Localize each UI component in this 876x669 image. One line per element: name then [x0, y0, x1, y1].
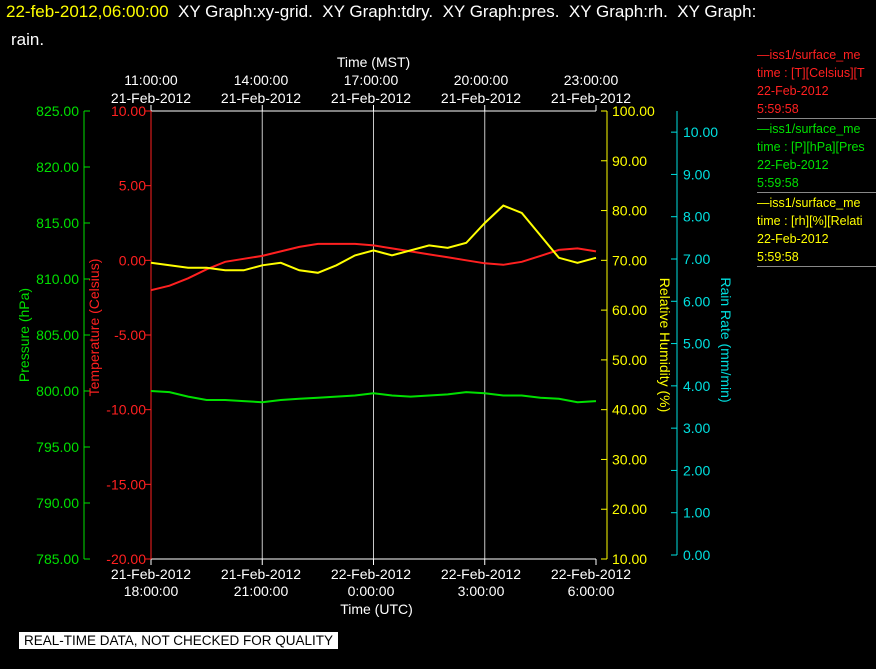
rain-tick-label: 3.00: [683, 420, 710, 436]
rh-series-line: [150, 204, 597, 274]
legend-text: —iss1/surface_me: [757, 196, 861, 210]
legend-text: time : [T][Celsius][T: [757, 66, 865, 80]
bottom-tick-time: 0:00:00: [348, 583, 395, 599]
bottom-tick-time: 3:00:00: [458, 583, 505, 599]
title-graph-list: XY Graph:xy-grid. XY Graph:tdry. XY Grap…: [168, 2, 757, 21]
rh-tick-label: 90.00: [612, 153, 647, 169]
pressure-tick-label: 790.00: [36, 495, 79, 511]
bottom-axis-label: Time (UTC): [340, 601, 413, 617]
bottom-tick-date: 21-Feb-2012: [221, 566, 301, 582]
pressure-tick-label: 805.00: [36, 327, 79, 343]
legend-panel: —iss1/surface_me time : [T][Celsius][T 22-…: [757, 46, 876, 268]
top-tick-time: 11:00:00: [124, 72, 178, 88]
pressure-tick-label: 800.00: [36, 383, 79, 399]
top-tick-date: 21-Feb-2012: [111, 90, 191, 106]
title-timestamp: 22-feb-2012,06:00:00: [6, 2, 169, 21]
top-tick-time: 20:00:00: [454, 72, 509, 88]
rain-tick-label: 2.00: [683, 462, 710, 478]
temperature-tick-label: 5.00: [119, 178, 146, 194]
rain-tick-label: 8.00: [683, 209, 710, 225]
pressure-series-line: [150, 390, 597, 404]
legend-text: 5:59:58: [757, 102, 799, 116]
top-tick-date: 21-Feb-2012: [221, 90, 301, 106]
bottom-tick-time: 6:00:00: [568, 583, 615, 599]
rh-tick-label: 80.00: [612, 203, 647, 219]
bottom-tick-date: 22-Feb-2012: [551, 566, 631, 582]
legend-text: —iss1/surface_me: [757, 122, 861, 136]
top-tick-time: 14:00:00: [234, 72, 289, 88]
rain-tick-label: 6.00: [683, 293, 710, 309]
temperature-tick-label: 0.00: [119, 252, 146, 268]
rain-tick-label: 1.00: [683, 505, 710, 521]
rain-tick-label: 10.00: [683, 124, 718, 140]
window-title-continued: rain.: [11, 30, 45, 49]
bottom-tick-date: 22-Feb-2012: [441, 566, 521, 582]
rh-tick-label: 20.00: [612, 501, 647, 517]
temperature-tick-label: -20.00: [106, 551, 146, 567]
top-tick-time: 23:00:00: [564, 72, 619, 88]
rain-tick-label: 5.00: [683, 336, 710, 352]
top-axis-label: Time (MST): [337, 54, 410, 70]
legend-text: 22-Feb-2012: [757, 158, 829, 172]
temperature-series-line: [150, 242, 597, 292]
temperature-axis-title: Temperature (Celsius): [86, 259, 102, 397]
top-tick-date: 21-Feb-2012: [441, 90, 521, 106]
rh-tick-label: 70.00: [612, 252, 647, 268]
rh-tick-label: 50.00: [612, 352, 647, 368]
pressure-tick-label: 795.00: [36, 439, 79, 455]
pressure-tick-label: 785.00: [36, 551, 79, 567]
bottom-tick-time: 21:00:00: [234, 583, 289, 599]
rain-tick-label: 7.00: [683, 251, 710, 267]
window-title: 22-feb-2012,06:00:00 XY Graph:xy-grid. X…: [6, 2, 756, 22]
temperature-tick-label: -15.00: [106, 476, 146, 492]
temperature-tick-label: -10.00: [106, 402, 146, 418]
rain-tick-label: 4.00: [683, 378, 710, 394]
pressure-tick-label: 820.00: [36, 159, 79, 175]
bottom-tick-time: 18:00:00: [124, 583, 179, 599]
rh-tick-label: 100.00: [612, 103, 655, 119]
pressure-axis-title: Pressure (hPa): [16, 288, 32, 382]
rain-axis-title: Rain Rate (mm/min): [718, 277, 734, 402]
rain-tick-label: 0.00: [683, 547, 710, 563]
rh-tick-label: 60.00: [612, 302, 647, 318]
temperature-tick-label: -5.00: [114, 327, 146, 343]
rh-axis-title: Relative Humidity (%): [657, 278, 673, 413]
rain-tick-label: 9.00: [683, 166, 710, 182]
rh-tick-label: 40.00: [612, 402, 647, 418]
legend-text: time : [P][hPa][Pres: [757, 140, 865, 154]
legend-text: 22-Feb-2012: [757, 232, 829, 246]
pressure-tick-label: 825.00: [36, 103, 79, 119]
legend-text: 5:59:58: [757, 250, 799, 264]
legend-text: 5:59:58: [757, 176, 799, 190]
data-quality-notice: REAL-TIME DATA, NOT CHECKED FOR QUALITY: [19, 632, 339, 649]
temperature-tick-label: 10.00: [111, 103, 146, 119]
legend-text: time : [rh][%][Relati: [757, 214, 863, 228]
top-tick-date: 21-Feb-2012: [331, 90, 411, 106]
top-tick-date: 21-Feb-2012: [551, 90, 631, 106]
pressure-tick-label: 815.00: [36, 215, 79, 231]
legend-text: 22-Feb-2012: [757, 84, 829, 98]
legend-text: —iss1/surface_me: [757, 48, 861, 62]
pressure-tick-label: 810.00: [36, 271, 79, 287]
rh-tick-label: 30.00: [612, 451, 647, 467]
bottom-tick-date: 22-Feb-2012: [331, 566, 411, 582]
top-tick-time: 17:00:00: [344, 72, 399, 88]
rh-tick-label: 10.00: [612, 551, 647, 567]
bottom-tick-date: 21-Feb-2012: [111, 566, 191, 582]
